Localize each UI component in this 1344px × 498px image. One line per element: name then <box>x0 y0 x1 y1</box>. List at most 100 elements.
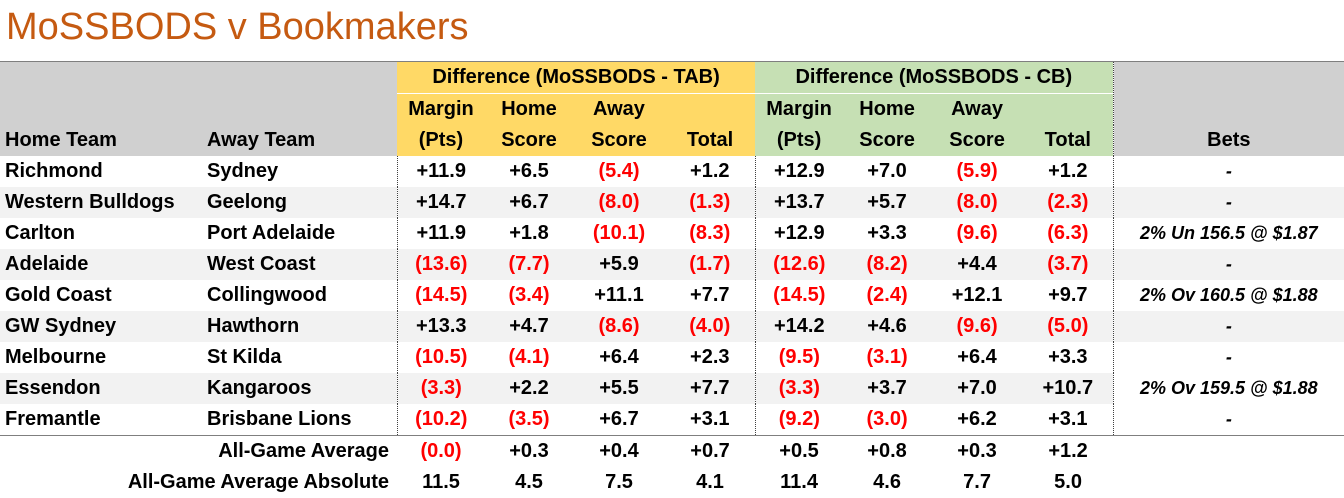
summary-cb-home-score: 4.6 <box>873 471 901 493</box>
summary-cb-total: 5.0 <box>1054 471 1082 493</box>
col-cb-margin-line2: (Pts) <box>755 125 844 156</box>
comparison-table: Difference (MoSSBODS - TAB) Difference (… <box>0 61 1344 498</box>
summary-cb-away-score: 7.7 <box>963 471 991 493</box>
page-title: MoSSBODS v Bookmakers <box>6 6 469 48</box>
table-row: Fremantle Brisbane Lions (10.2) (3.5) +6.7 +3… <box>0 404 1344 436</box>
tab-home-score-cell: (3.5) <box>508 408 550 430</box>
summary-row: All-Game Average Absolute 11.5 4.5 7.5 4.1 11… <box>0 467 1344 498</box>
tab-home-score-cell: +2.2 <box>485 373 573 404</box>
cb-home-score-cell: (8.2) <box>843 249 932 280</box>
cb-away-score-cell: +12.1 <box>951 284 1003 306</box>
home-team-cell: GW Sydney <box>0 311 202 342</box>
bets-cell: - <box>1112 156 1344 187</box>
cb-away-score-cell: (9.6) <box>956 222 998 244</box>
cb-home-score-cell: +4.6 <box>843 311 932 342</box>
tab-home-score-cell: (4.1) <box>508 346 550 368</box>
tab-total-cell: +1.2 <box>690 160 730 182</box>
tab-margin-cell: (13.6) <box>396 249 485 280</box>
cb-total-cell: (6.3) <box>1047 222 1089 244</box>
summary-cb-margin: 11.4 <box>780 471 818 493</box>
summary-tab-home-score: +0.3 <box>485 435 573 467</box>
col-cb-home-line1: Home <box>843 93 932 125</box>
col-away-team: Away Team <box>202 125 397 156</box>
cb-home-score-cell: +3.3 <box>867 222 907 244</box>
summary-tab-margin: (0.0) <box>397 435 485 467</box>
cb-total-cell: +3.3 <box>1048 346 1088 368</box>
cb-home-score-cell: (2.4) <box>866 284 908 306</box>
tab-home-score-cell: (3.4) <box>508 284 550 306</box>
cb-away-score-cell: +6.4 <box>957 346 997 368</box>
home-team-cell: Gold Coast <box>5 284 112 306</box>
col-tab-away-line2: Score <box>573 125 665 156</box>
bets-cell: - <box>1112 187 1344 218</box>
tab-away-score-cell: +11.1 <box>594 284 644 306</box>
tab-margin-cell: (3.3) <box>396 373 485 404</box>
col-tab-margin-line1: Margin <box>397 93 485 125</box>
tab-total-cell: (1.7) <box>665 249 756 280</box>
tab-home-score-cell: (7.7) <box>485 249 573 280</box>
summary-tab-away-score: 7.5 <box>605 471 633 493</box>
bets-cell: - <box>1112 342 1344 373</box>
cb-away-score-cell: (5.9) <box>956 160 998 182</box>
cb-margin-cell: (9.5) <box>754 342 844 373</box>
col-tab-margin-line2: (Pts) <box>397 125 485 156</box>
cb-home-score-cell: (3.1) <box>866 346 908 368</box>
bets-cell: 2% Ov 159.5 @ $1.88 <box>1112 373 1344 404</box>
table-row: Richmond Sydney +11.9 +6.5 (5.4) +1.2 +12.9 +7.… <box>0 156 1344 187</box>
col-cb-away-line2: Score <box>931 125 1024 156</box>
group-header-cb: Difference (MoSSBODS - CB) <box>755 61 1114 94</box>
table-row: Gold Coast Collingwood (14.5) (3.4) +11.1 +7.… <box>0 280 1344 311</box>
cb-away-score-cell: (8.0) <box>931 187 1024 218</box>
summary-cb-away-score: +0.3 <box>931 435 1024 467</box>
col-tab-away-line1: Away <box>573 93 665 125</box>
tab-away-score-cell: (5.4) <box>598 160 640 182</box>
bets-cell: - <box>1112 311 1344 342</box>
away-team-cell: Brisbane Lions <box>207 408 352 430</box>
summary-cb-margin: +0.5 <box>755 435 844 467</box>
summary-tab-home-score: 4.5 <box>515 471 543 493</box>
cb-margin-cell: (12.6) <box>754 249 844 280</box>
cb-margin-cell: (9.2) <box>754 404 844 436</box>
tab-margin-cell: (10.5) <box>396 342 485 373</box>
tab-margin-cell: +14.7 <box>396 187 485 218</box>
summary-tab-margin: 11.5 <box>422 471 460 493</box>
cb-home-score-cell: (3.0) <box>866 408 908 430</box>
tab-total-cell: +7.7 <box>690 284 730 306</box>
cb-away-score-cell: +4.4 <box>931 249 1024 280</box>
away-team-cell: Port Adelaide <box>207 222 336 244</box>
col-cb-total: Total <box>1023 125 1114 156</box>
bets-cell: 2% Un 156.5 @ $1.87 <box>1112 218 1344 249</box>
tab-home-score-cell: +6.7 <box>485 187 573 218</box>
bets-cell: - <box>1112 249 1344 280</box>
tab-margin-cell: (10.2) <box>396 404 485 436</box>
cb-away-score-cell: +7.0 <box>931 373 1024 404</box>
tab-margin-cell: +11.9 <box>396 156 485 187</box>
tab-away-score-cell: (8.0) <box>573 187 665 218</box>
tab-away-score-cell: (8.6) <box>573 311 665 342</box>
cb-margin-cell: +12.9 <box>754 218 844 249</box>
summary-cb-total: +1.2 <box>1023 435 1114 467</box>
tab-home-score-cell: +1.8 <box>509 222 549 244</box>
summary-bets-empty <box>1113 435 1344 467</box>
tab-away-score-cell: (10.1) <box>592 222 646 244</box>
cb-total-cell: (3.7) <box>1023 249 1114 280</box>
tab-home-score-cell: +6.5 <box>509 160 549 182</box>
away-team-cell: Hawthorn <box>202 311 397 342</box>
tab-margin-cell: (14.5) <box>396 280 485 311</box>
tab-total-cell: (4.0) <box>665 311 756 342</box>
tab-away-score-cell: +6.7 <box>599 408 639 430</box>
summary-bets-empty <box>1113 467 1344 498</box>
away-team-cell: Collingwood <box>207 284 327 306</box>
summary-tab-total: 4.1 <box>696 471 724 493</box>
bets-cell: - <box>1112 404 1344 436</box>
col-tab-home-line2: Score <box>485 125 573 156</box>
tab-away-score-cell: +5.9 <box>573 249 665 280</box>
cb-margin-cell: (3.3) <box>754 373 844 404</box>
cb-total-cell: +9.7 <box>1048 284 1088 306</box>
cb-home-score-cell: +7.0 <box>867 160 907 182</box>
home-team-cell: Fremantle <box>5 408 101 430</box>
home-team-cell: Richmond <box>5 160 103 182</box>
tab-total-cell: (8.3) <box>689 222 731 244</box>
cb-total-cell: (2.3) <box>1023 187 1114 218</box>
cb-total-cell: +1.2 <box>1048 160 1088 182</box>
